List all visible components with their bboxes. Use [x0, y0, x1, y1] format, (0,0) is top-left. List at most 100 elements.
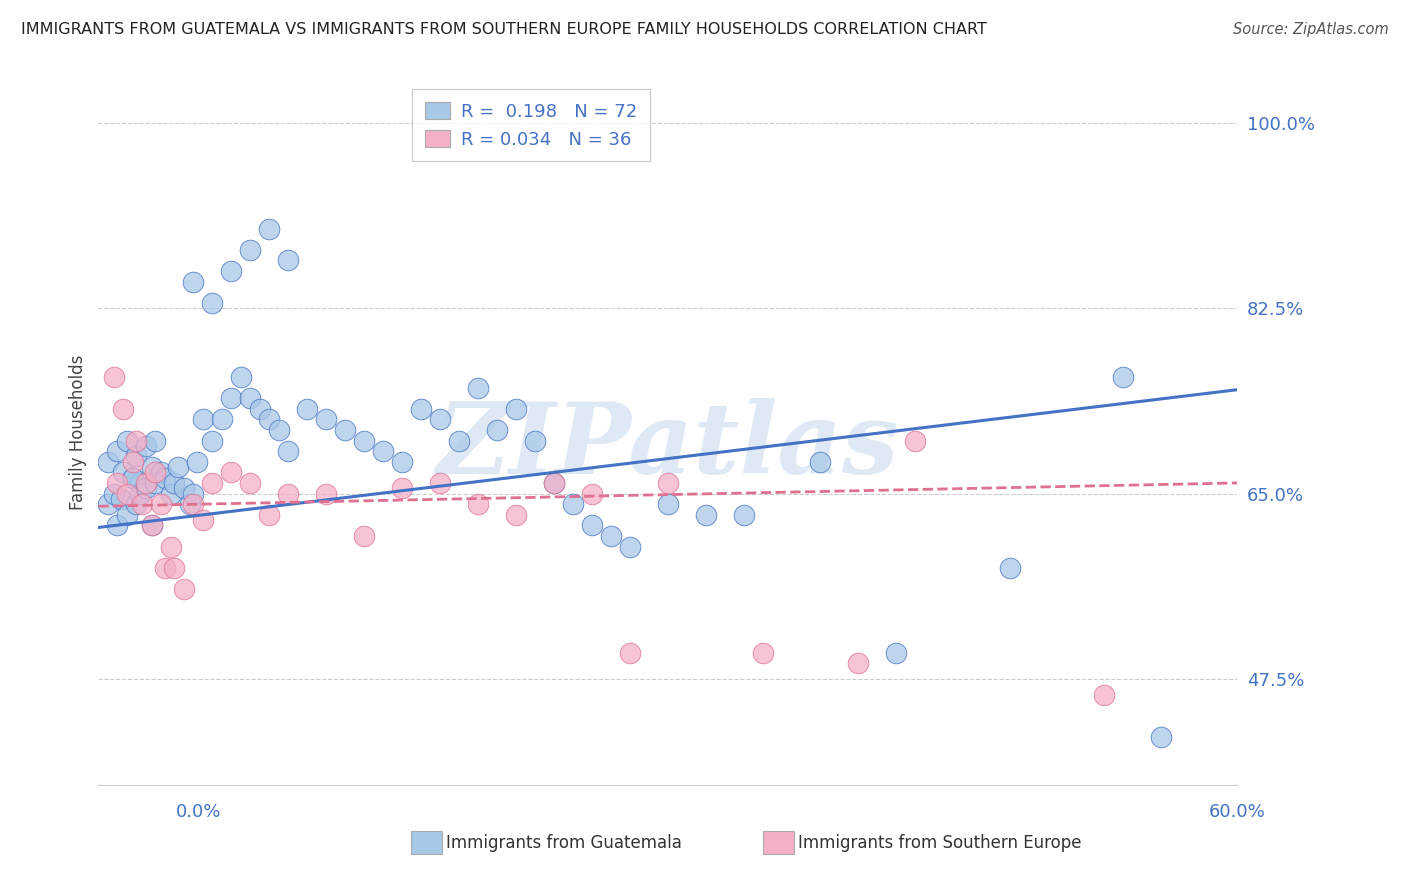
Point — [145, 475, 167, 490]
Point — [121, 470, 143, 484]
Point — [141, 518, 163, 533]
Point — [467, 497, 489, 511]
Point — [107, 518, 129, 533]
Point — [103, 370, 125, 384]
Point — [191, 513, 214, 527]
Point — [581, 486, 603, 500]
Point — [107, 444, 129, 458]
Point — [183, 486, 205, 500]
Point — [353, 434, 375, 448]
Point — [150, 466, 173, 480]
Point — [173, 582, 195, 596]
Point — [391, 481, 413, 495]
Point — [619, 646, 641, 660]
Point — [135, 439, 157, 453]
Point — [239, 475, 262, 490]
Text: 60.0%: 60.0% — [1209, 803, 1265, 821]
Point — [97, 455, 120, 469]
Point — [179, 497, 201, 511]
Text: IMMIGRANTS FROM GUATEMALA VS IMMIGRANTS FROM SOUTHERN EUROPE FAMILY HOUSEHOLDS C: IMMIGRANTS FROM GUATEMALA VS IMMIGRANTS … — [21, 22, 987, 37]
Point — [191, 412, 214, 426]
Point — [163, 475, 186, 490]
Point — [239, 391, 262, 405]
Point — [249, 401, 271, 416]
Point — [449, 434, 471, 448]
Point — [391, 455, 413, 469]
Point — [411, 401, 433, 416]
Point — [752, 646, 775, 660]
Point — [131, 497, 153, 511]
Text: 0.0%: 0.0% — [176, 803, 221, 821]
Point — [103, 486, 125, 500]
Point — [110, 491, 132, 506]
Point — [277, 253, 299, 268]
Point — [259, 221, 281, 235]
Point — [657, 497, 679, 511]
Point — [112, 401, 135, 416]
Text: Source: ZipAtlas.com: Source: ZipAtlas.com — [1233, 22, 1389, 37]
Point — [884, 646, 907, 660]
Point — [467, 381, 489, 395]
Point — [267, 423, 290, 437]
Point — [1150, 731, 1173, 745]
Point — [429, 412, 451, 426]
Point — [145, 434, 167, 448]
Point — [112, 466, 135, 480]
Text: ZIPatlas: ZIPatlas — [437, 399, 898, 495]
Point — [600, 529, 623, 543]
Point — [259, 508, 281, 522]
Point — [183, 275, 205, 289]
Point — [129, 475, 152, 490]
Point — [808, 455, 831, 469]
Point — [221, 264, 243, 278]
Point — [239, 243, 262, 257]
Point — [353, 529, 375, 543]
Point — [524, 434, 547, 448]
Point — [153, 470, 176, 484]
Point — [657, 475, 679, 490]
Point — [371, 444, 394, 458]
Point — [259, 412, 281, 426]
Point — [315, 486, 337, 500]
Point — [135, 475, 157, 490]
Point — [486, 423, 509, 437]
Point — [315, 412, 337, 426]
Point — [107, 475, 129, 490]
Point — [619, 540, 641, 554]
Point — [505, 401, 527, 416]
Point — [562, 497, 585, 511]
Point — [121, 470, 143, 484]
Point — [695, 508, 717, 522]
Legend: R =  0.198   N = 72, R = 0.034   N = 36: R = 0.198 N = 72, R = 0.034 N = 36 — [412, 89, 650, 161]
Point — [115, 508, 138, 522]
Point — [167, 460, 190, 475]
Point — [581, 518, 603, 533]
Point — [543, 475, 565, 490]
Point — [505, 508, 527, 522]
Point — [277, 444, 299, 458]
Point — [125, 497, 148, 511]
Point — [429, 475, 451, 490]
Point — [125, 450, 148, 464]
Point — [150, 497, 173, 511]
Point — [129, 486, 152, 500]
Point — [1094, 688, 1116, 702]
Point — [201, 295, 224, 310]
Text: Immigrants from Southern Europe: Immigrants from Southern Europe — [799, 834, 1081, 852]
Point — [998, 560, 1021, 574]
Point — [173, 481, 195, 495]
Point — [97, 497, 120, 511]
Point — [159, 486, 181, 500]
Point — [153, 560, 176, 574]
Point — [543, 475, 565, 490]
Point — [135, 481, 157, 495]
Point — [121, 455, 143, 469]
Point — [159, 540, 181, 554]
Point — [229, 370, 252, 384]
Point — [1112, 370, 1135, 384]
Y-axis label: Family Households: Family Households — [69, 355, 87, 510]
Point — [211, 412, 233, 426]
Point — [277, 486, 299, 500]
Point — [201, 475, 224, 490]
Point — [125, 434, 148, 448]
